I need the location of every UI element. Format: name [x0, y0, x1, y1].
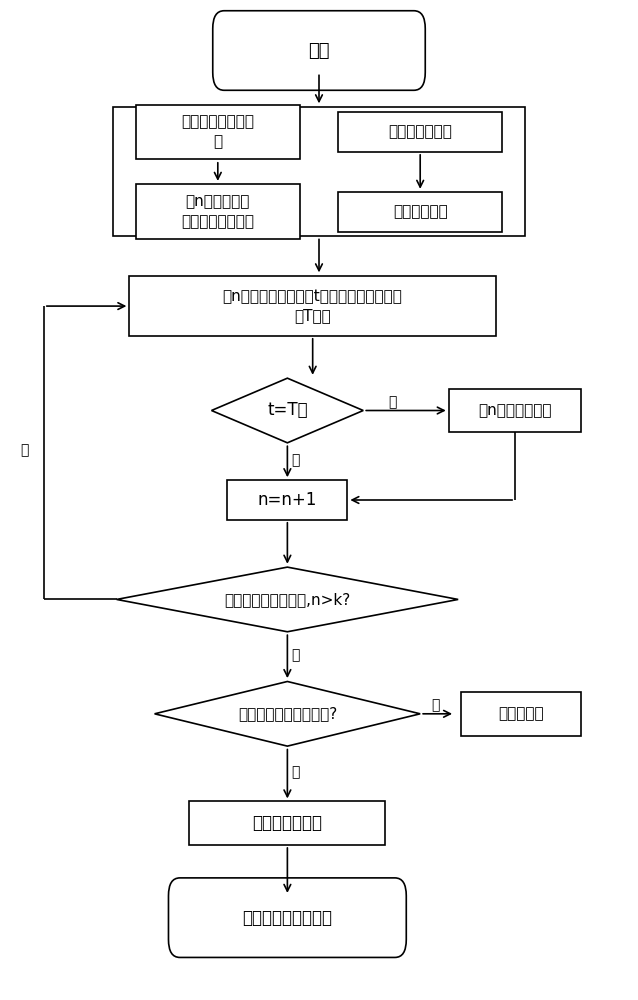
Text: 否: 否 — [20, 443, 29, 457]
Polygon shape — [154, 681, 420, 746]
Text: 否: 否 — [431, 698, 440, 712]
Text: 是: 是 — [292, 765, 300, 779]
Polygon shape — [117, 567, 458, 632]
Polygon shape — [211, 378, 363, 443]
Text: 所有信号灯是否无故障?: 所有信号灯是否无故障? — [238, 706, 337, 721]
Text: 完成所有信号灯检测,n>k?: 完成所有信号灯检测,n>k? — [224, 592, 350, 607]
Text: 信号灯故障: 信号灯故障 — [498, 706, 544, 721]
Text: 第n路灯色状态
灯色持续时间计算: 第n路灯色状态 灯色持续时间计算 — [181, 194, 255, 229]
Text: 是: 是 — [292, 648, 300, 662]
Text: t=T？: t=T？ — [267, 401, 308, 420]
Text: 开始: 开始 — [308, 42, 330, 60]
Text: 信号灯电压电流状
态: 信号灯电压电流状 态 — [181, 115, 255, 149]
Bar — [114, 107, 524, 236]
FancyBboxPatch shape — [212, 11, 426, 90]
Text: 第n路信号灯故障: 第n路信号灯故障 — [478, 403, 552, 418]
Bar — [338, 112, 502, 152]
FancyBboxPatch shape — [168, 878, 406, 957]
Bar — [136, 105, 300, 159]
Text: 第n路灯色持续时间值t与当前该信号配时周
期T比较: 第n路灯色持续时间值t与当前该信号配时周 期T比较 — [223, 289, 403, 323]
Text: n=n+1: n=n+1 — [258, 491, 317, 509]
Bar — [461, 692, 581, 736]
Text: 信号灯工作正常: 信号灯工作正常 — [253, 814, 322, 832]
Bar — [189, 801, 385, 845]
Text: 信号灯故障检测结束: 信号灯故障检测结束 — [242, 909, 332, 927]
Text: 否: 否 — [388, 396, 397, 410]
Bar — [136, 184, 300, 239]
Bar — [449, 389, 581, 432]
Text: 当前信号周期: 当前信号周期 — [393, 204, 448, 219]
Text: 信号灯配时信息: 信号灯配时信息 — [389, 125, 452, 140]
Bar — [227, 480, 348, 520]
Bar — [130, 276, 496, 336]
Text: 是: 是 — [292, 453, 300, 467]
Bar — [338, 192, 502, 232]
